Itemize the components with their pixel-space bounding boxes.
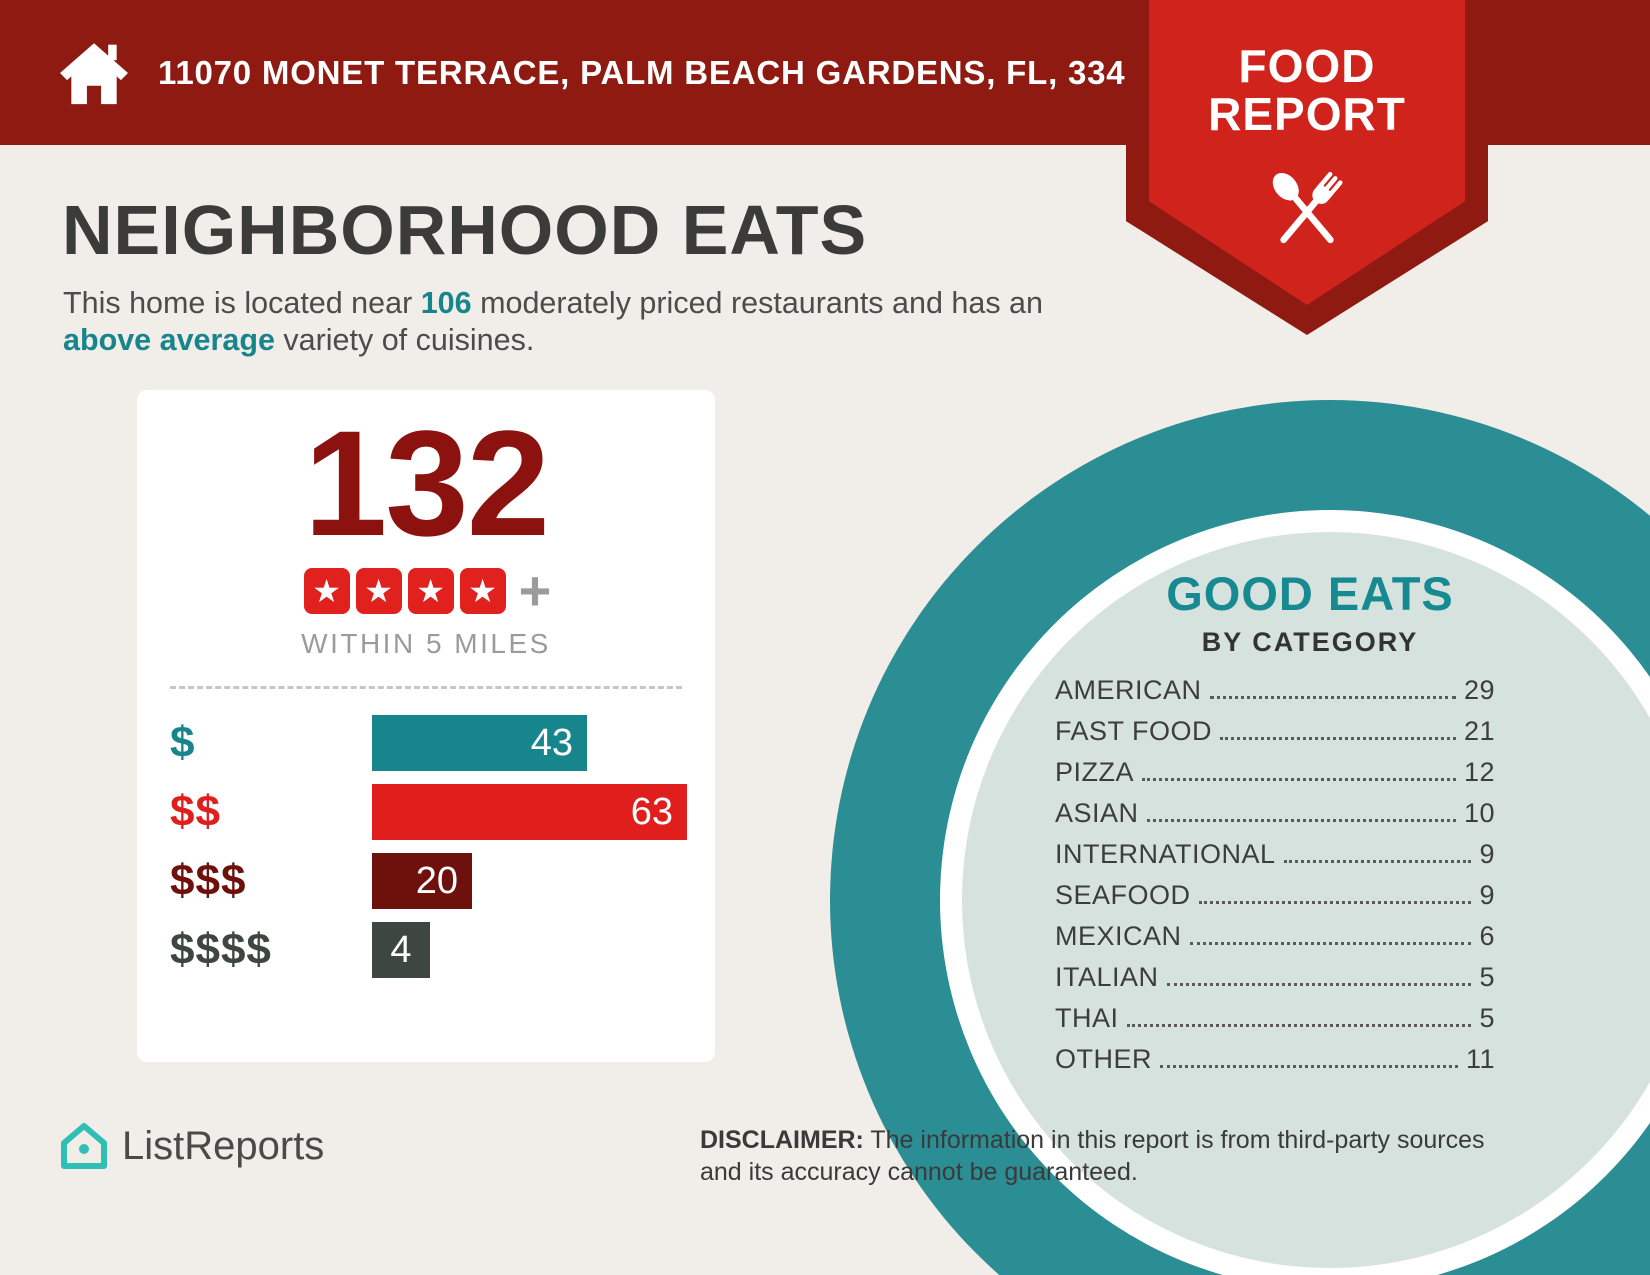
dotted-leader <box>1142 778 1456 781</box>
variety-highlight: above average <box>63 323 275 358</box>
dotted-leader <box>1209 696 1456 699</box>
circle-inner-fill <box>962 532 1650 1268</box>
category-row: THAI 5 <box>1055 1004 1495 1033</box>
price-bar-row: $43 <box>170 715 715 771</box>
price-tier-label: $ <box>170 718 196 767</box>
star-icon: ★ <box>355 568 402 614</box>
disclaimer: DISCLAIMER: The information in this repo… <box>700 1124 1510 1188</box>
category-name: MEXICAN <box>1055 921 1182 951</box>
category-name: SEAFOOD <box>1055 880 1191 910</box>
dotted-leader <box>1220 737 1456 740</box>
category-count: 9 <box>1479 880 1495 910</box>
category-row: PIZZA 12 <box>1055 758 1495 787</box>
disclaimer-label: DISCLAIMER: <box>700 1126 864 1154</box>
category-count: 6 <box>1479 921 1495 951</box>
disclaimer-text: The information in this report is from t… <box>700 1126 1485 1186</box>
star-icon: ★ <box>303 568 350 614</box>
category-name: FAST FOOD <box>1055 716 1213 746</box>
food-report-ribbon-front: FOOD REPORT <box>1149 0 1465 305</box>
intro-text-1: This home is located near <box>63 286 421 320</box>
category-row: ASIAN 10 <box>1055 799 1495 828</box>
category-row: ITALIAN 5 <box>1055 963 1495 992</box>
category-count: 5 <box>1479 1003 1495 1033</box>
star-icon: ★ <box>407 568 454 614</box>
listreports-logo-icon <box>61 1123 107 1169</box>
category-count: 10 <box>1463 798 1495 828</box>
intro-text-3: variety of cuisines. <box>274 323 535 358</box>
radius-label: WITHIN 5 MILES <box>301 628 551 659</box>
star-icon: ★ <box>459 568 506 614</box>
page-title: NEIGHBORHOOD EATS <box>62 191 868 269</box>
category-name: PIZZA <box>1055 757 1135 787</box>
total-restaurants: 132 <box>303 399 550 567</box>
category-list: AMERICAN 29 FAST FOOD 21 PIZZA 12 ASIAN 10 INTER… <box>1055 676 1495 1086</box>
category-count: 5 <box>1479 962 1495 992</box>
category-row: INTERNATIONAL 9 <box>1055 840 1495 869</box>
price-bar-row: $$$$ 4 <box>170 922 715 978</box>
category-name: ASIAN <box>1055 798 1139 828</box>
listreports-brand: ListReports <box>60 1122 324 1170</box>
dotted-leader <box>1160 1065 1458 1068</box>
dotted-leader <box>1126 1024 1472 1027</box>
price-bar: 20 <box>372 853 472 909</box>
category-count: 9 <box>1479 839 1495 869</box>
restaurant-stats-card: 132 ★ ★ ★ ★ + WITHIN 5 MILES $43 $$ 63 $$$ 20 $$$… <box>137 390 715 1062</box>
category-row: AMERICAN 29 <box>1055 676 1495 705</box>
category-row: FAST FOOD 21 <box>1055 717 1495 746</box>
price-bar: 4 <box>372 922 430 978</box>
good-eats-circle <box>830 400 1650 1275</box>
category-count: 29 <box>1463 675 1495 705</box>
category-row: OTHER 11 <box>1055 1045 1495 1074</box>
rating-stars: ★ ★ ★ ★ + <box>137 559 715 622</box>
plus-sign: + <box>518 559 552 622</box>
dotted-leader <box>1166 983 1472 986</box>
home-icon <box>60 42 128 104</box>
ribbon-title-line2: REPORT <box>1208 88 1406 141</box>
intro-paragraph: This home is located near 106 moderately… <box>63 285 1093 359</box>
category-name: INTERNATIONAL <box>1055 839 1276 869</box>
good-eats-subtitle: BY CATEGORY <box>1201 627 1419 657</box>
price-bar: 43 <box>372 715 587 771</box>
price-bar-row: $$$ 20 <box>170 853 715 909</box>
category-name: THAI <box>1055 1003 1119 1033</box>
food-report-ribbon: FOOD REPORT <box>1126 0 1488 335</box>
category-name: OTHER <box>1055 1044 1152 1074</box>
listreports-brand-name: ListReports <box>122 1123 325 1168</box>
good-eats-title: GOOD EATS <box>1166 567 1454 620</box>
good-eats-heading: GOOD EATS BY CATEGORY <box>1085 566 1535 658</box>
dotted-leader <box>1189 942 1472 945</box>
price-tier-label: $$$$ <box>170 925 272 974</box>
category-name: ITALIAN <box>1055 962 1159 992</box>
category-row: MEXICAN 6 <box>1055 922 1495 951</box>
category-count: 21 <box>1463 716 1495 746</box>
intro-text-2: moderately priced restaurants and has an <box>471 286 1043 320</box>
restaurant-count: 106 <box>420 286 472 320</box>
price-bar: 63 <box>372 784 687 840</box>
dotted-leader <box>1198 901 1472 904</box>
dashed-divider <box>170 686 682 689</box>
ribbon-title-line1: FOOD <box>1238 40 1376 92</box>
price-tier-label: $$ <box>170 787 221 836</box>
category-name: AMERICAN <box>1055 675 1202 705</box>
dotted-leader <box>1283 860 1472 863</box>
dotted-leader <box>1146 819 1456 822</box>
crossed-spoon-fork-icon <box>1272 171 1343 243</box>
price-bars: $43 $$ 63 $$$ 20 $$$$ 4 <box>137 715 715 978</box>
category-count: 11 <box>1465 1044 1495 1074</box>
price-tier-label: $$$ <box>170 856 247 905</box>
category-row: SEAFOOD 9 <box>1055 881 1495 910</box>
price-bar-row: $$ 63 <box>170 784 715 840</box>
category-count: 12 <box>1463 757 1495 787</box>
property-address: 11070 MONET TERRACE, PALM BEACH GARDENS,… <box>158 53 1164 91</box>
